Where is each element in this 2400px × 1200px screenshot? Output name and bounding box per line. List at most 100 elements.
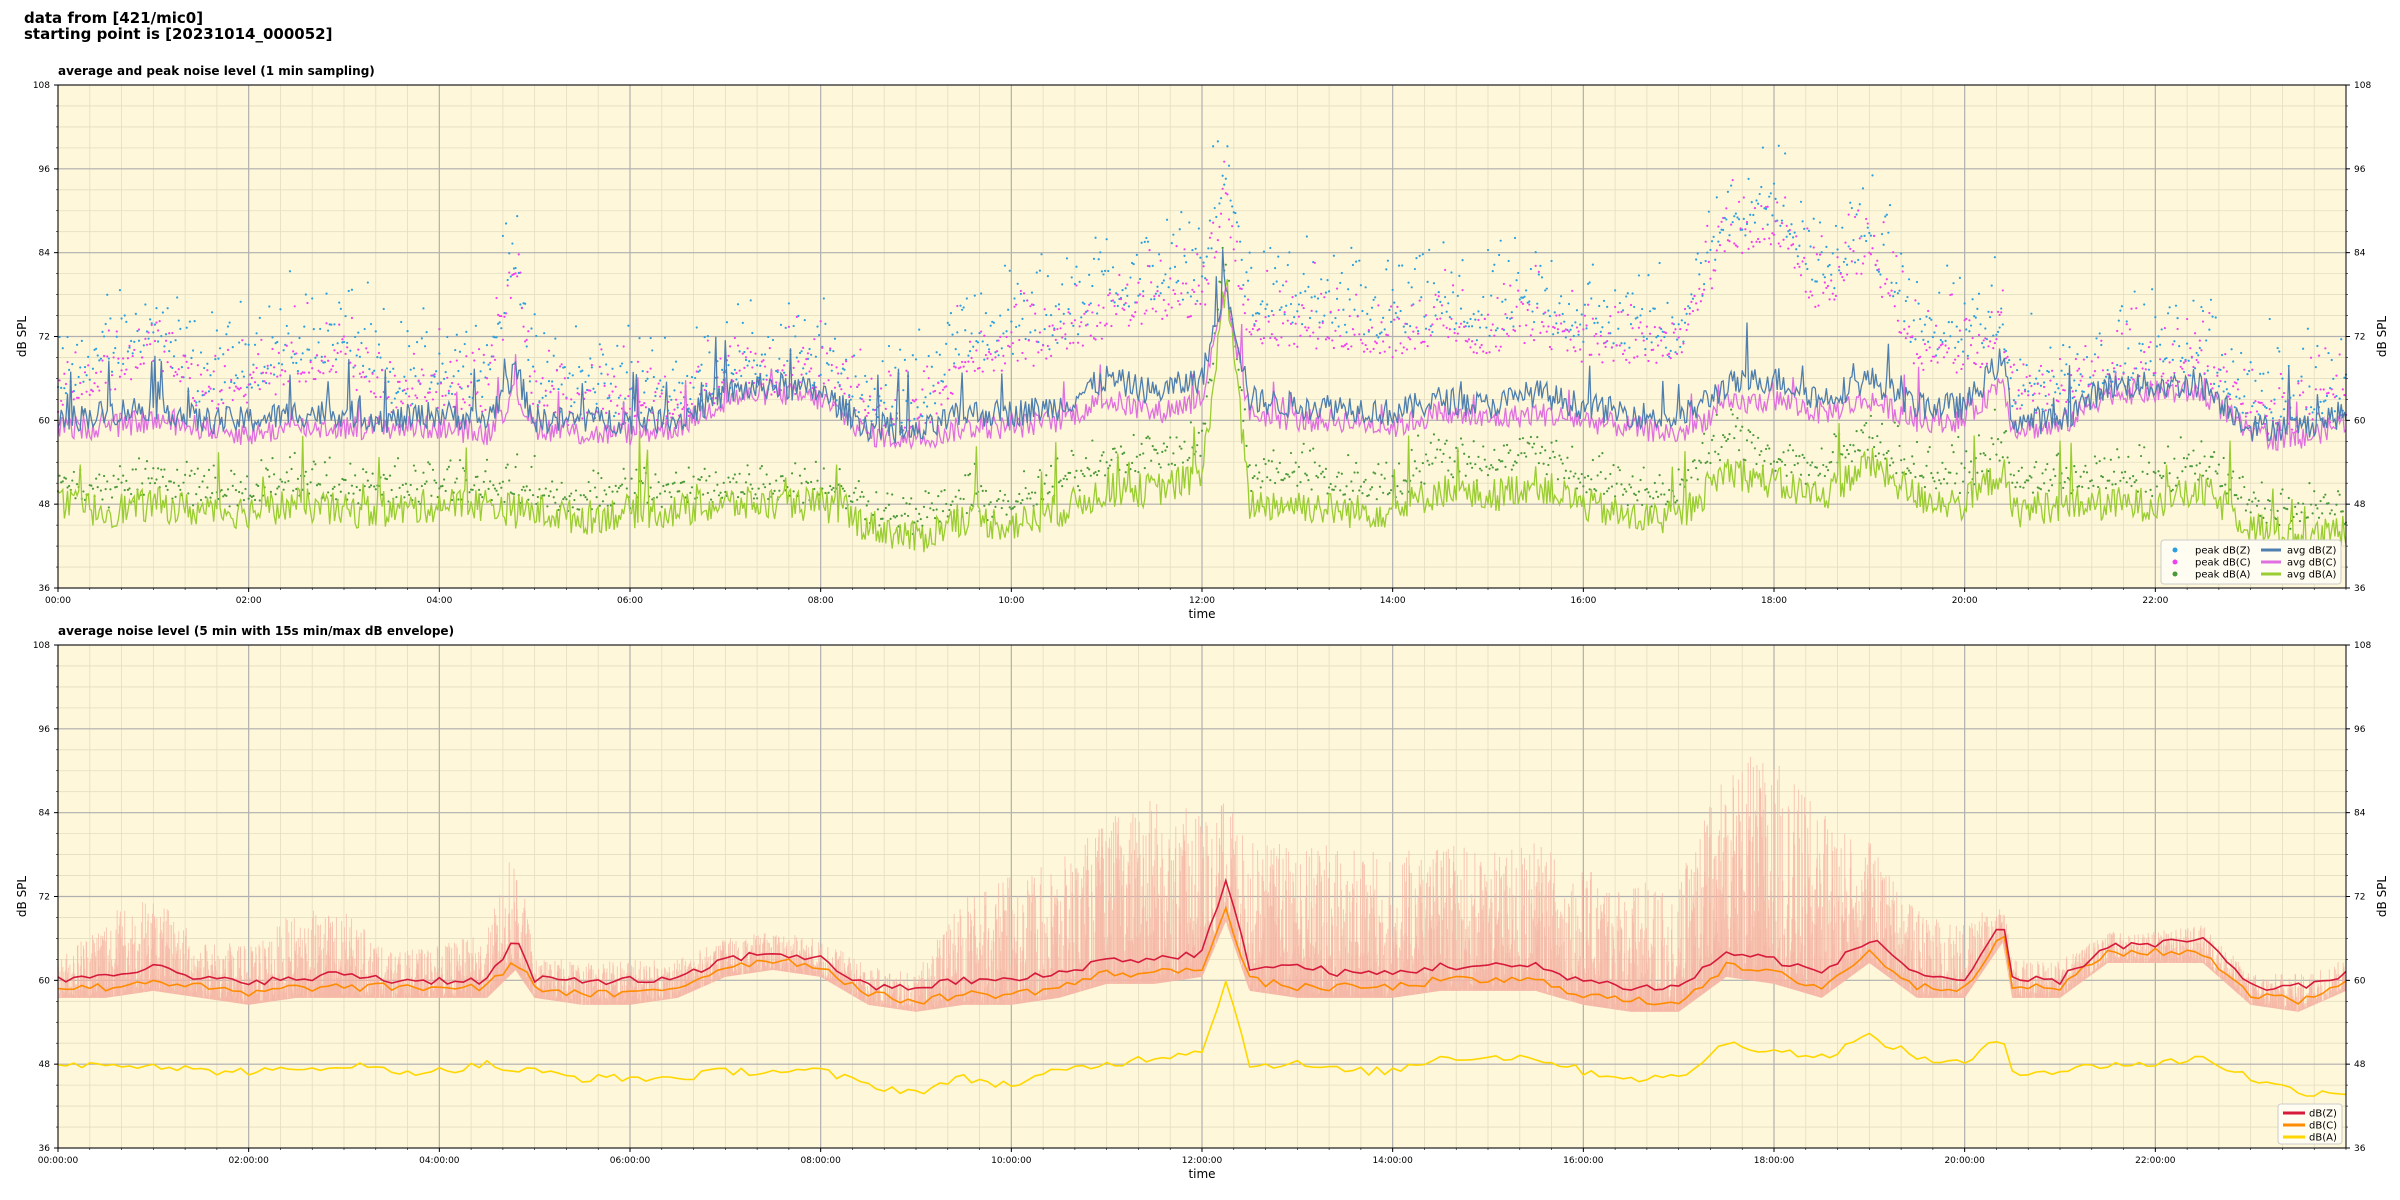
peak-point [1938, 346, 1941, 349]
peak-point [419, 382, 422, 385]
peak-point [1294, 322, 1297, 325]
peak-point [1075, 469, 1078, 472]
peak-point [1602, 342, 1606, 345]
peak-point [2251, 368, 2254, 371]
peak-point [1002, 332, 1005, 335]
peak-point [1021, 351, 1024, 355]
peak-point [899, 348, 902, 351]
peak-point [1245, 271, 1248, 274]
peak-point [493, 358, 497, 361]
x-tick-label: 06:00 [617, 596, 643, 606]
peak-point [1105, 322, 1108, 325]
peak-point [1297, 303, 1301, 306]
peak-point [1928, 446, 1931, 449]
peak-point [1766, 205, 1769, 208]
peak-point [1745, 222, 1749, 226]
peak-point [746, 347, 749, 350]
peak-point [1307, 326, 1310, 329]
peak-point [560, 481, 563, 484]
peak-point [625, 371, 628, 374]
peak-point [360, 341, 363, 345]
y-tick-label-right: 48 [2354, 500, 2366, 510]
peak-point [190, 469, 193, 472]
peak-point [865, 380, 868, 383]
peak-point [263, 365, 266, 368]
peak-point [1353, 471, 1356, 474]
peak-point [2000, 307, 2003, 310]
peak-point [218, 390, 222, 393]
peak-point [1308, 335, 1312, 338]
peak-point [233, 389, 236, 392]
peak-point [1952, 361, 1955, 365]
peak-point [916, 417, 919, 420]
peak-point [441, 394, 444, 398]
peak-point [1275, 467, 1278, 470]
peak-point [2044, 394, 2047, 398]
peak-point [306, 301, 309, 305]
peak-point [1180, 447, 1183, 450]
peak-point [1315, 347, 1318, 350]
peak-point [1544, 311, 1547, 314]
peak-point [1671, 316, 1674, 319]
peak-point [1402, 479, 1405, 482]
peak-point [1302, 442, 1305, 445]
peak-point [2314, 504, 2317, 507]
peak-point [524, 340, 527, 343]
peak-point [118, 375, 122, 378]
peak-point [1253, 324, 1256, 327]
peak-point [611, 367, 614, 370]
peak-point [1123, 303, 1126, 306]
peak-point [2268, 408, 2271, 411]
peak-point [1653, 481, 1656, 485]
peak-point [592, 469, 595, 472]
peak-point [2211, 315, 2214, 318]
peak-point [2139, 361, 2143, 364]
peak-point [1518, 437, 1521, 441]
peak-point [1990, 284, 1993, 287]
peak-point [257, 353, 260, 356]
peak-point [676, 403, 679, 406]
peak-point [295, 352, 298, 355]
peak-point [1145, 309, 1148, 312]
peak-point [242, 395, 245, 398]
peak-point [1949, 335, 1952, 338]
peak-point [1502, 282, 1505, 286]
peak-point [1930, 359, 1933, 362]
peak-point [1534, 251, 1537, 254]
peak-point [2324, 493, 2327, 496]
peak-point [822, 467, 825, 470]
peak-point [319, 483, 322, 486]
peak-point [193, 472, 196, 476]
peak-point [2004, 349, 2008, 353]
peak-point [74, 497, 77, 500]
peak-point [2119, 309, 2122, 312]
peak-point [203, 366, 206, 370]
peak-point [1213, 206, 1216, 210]
peak-point [2031, 491, 2035, 494]
peak-point [1383, 328, 1386, 331]
peak-point [814, 460, 818, 463]
peak-point [1682, 340, 1685, 343]
peak-point [228, 321, 231, 324]
peak-point [1966, 357, 1969, 360]
peak-point [803, 467, 806, 470]
peak-point [1757, 237, 1760, 241]
peak-point [333, 485, 336, 488]
peak-point [1402, 346, 1405, 349]
peak-point [2330, 509, 2333, 512]
peak-point [751, 331, 754, 335]
peak-point [1579, 481, 1582, 484]
peak-point [1269, 246, 1272, 250]
peak-point [231, 345, 234, 349]
peak-point [1472, 440, 1475, 443]
peak-point [471, 488, 474, 491]
peak-point [2281, 377, 2284, 380]
peak-point [1124, 302, 1127, 305]
peak-point [1858, 449, 1861, 452]
peak-point [1569, 338, 1572, 341]
peak-point [956, 304, 959, 308]
peak-point [2336, 490, 2340, 493]
peak-point [412, 352, 416, 355]
peak-point [226, 325, 230, 328]
peak-point [449, 360, 452, 363]
